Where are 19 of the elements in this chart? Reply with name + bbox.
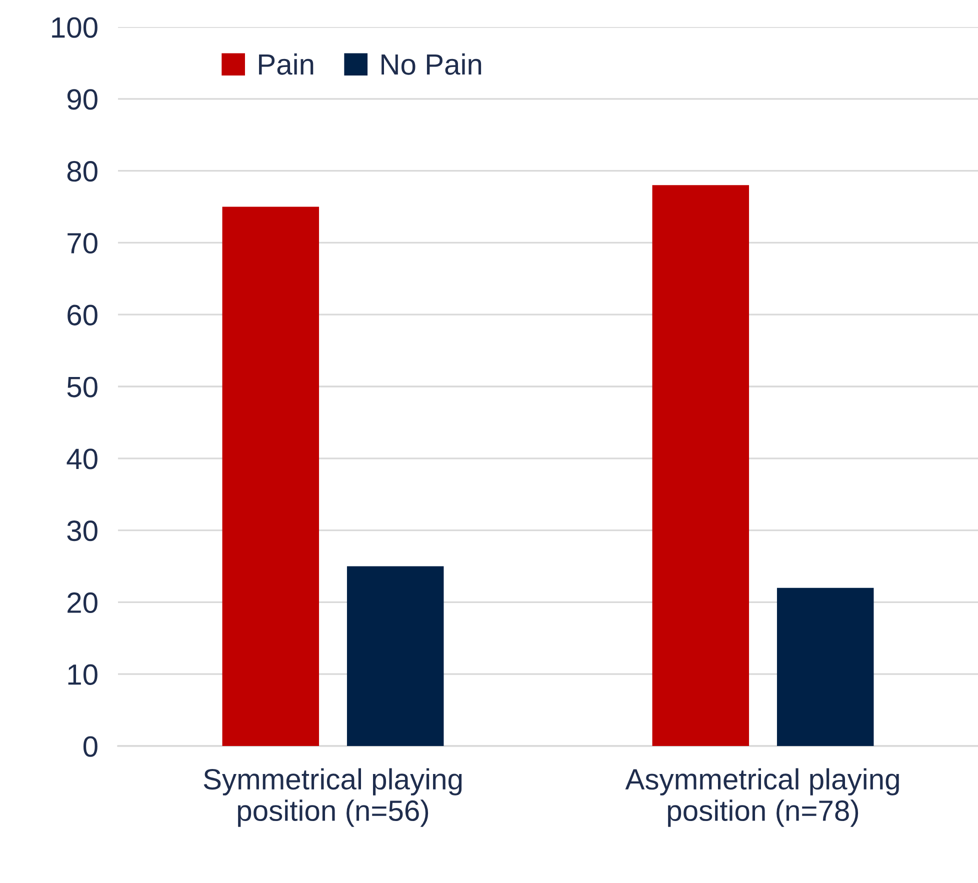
legend-label: Pain [259,53,314,75]
y-tick-label: 70 [68,232,98,254]
y-tick-label: 30 [67,520,98,542]
legend-label: No Pain [382,53,482,75]
y-tick-label: 20 [68,592,98,614]
y-tick-label: 100 [52,17,98,38]
x-tick-label: Symmetrical playing position (n=56) [204,768,462,827]
x-tick-label: Asymmetrical playing position (n=78) [625,768,899,827]
y-tick-label: 40 [66,448,98,470]
y-tick-label: 90 [67,89,98,110]
y-tick-label: 60 [68,304,98,326]
bar [652,185,750,746]
y-tick-label: 10 [68,664,98,685]
bar [346,566,444,746]
y-tick-label: 0 [83,736,98,757]
y-tick-label: 50 [67,376,98,398]
bar [776,588,874,746]
bar [222,206,320,746]
y-tick-label: 80 [67,161,98,182]
